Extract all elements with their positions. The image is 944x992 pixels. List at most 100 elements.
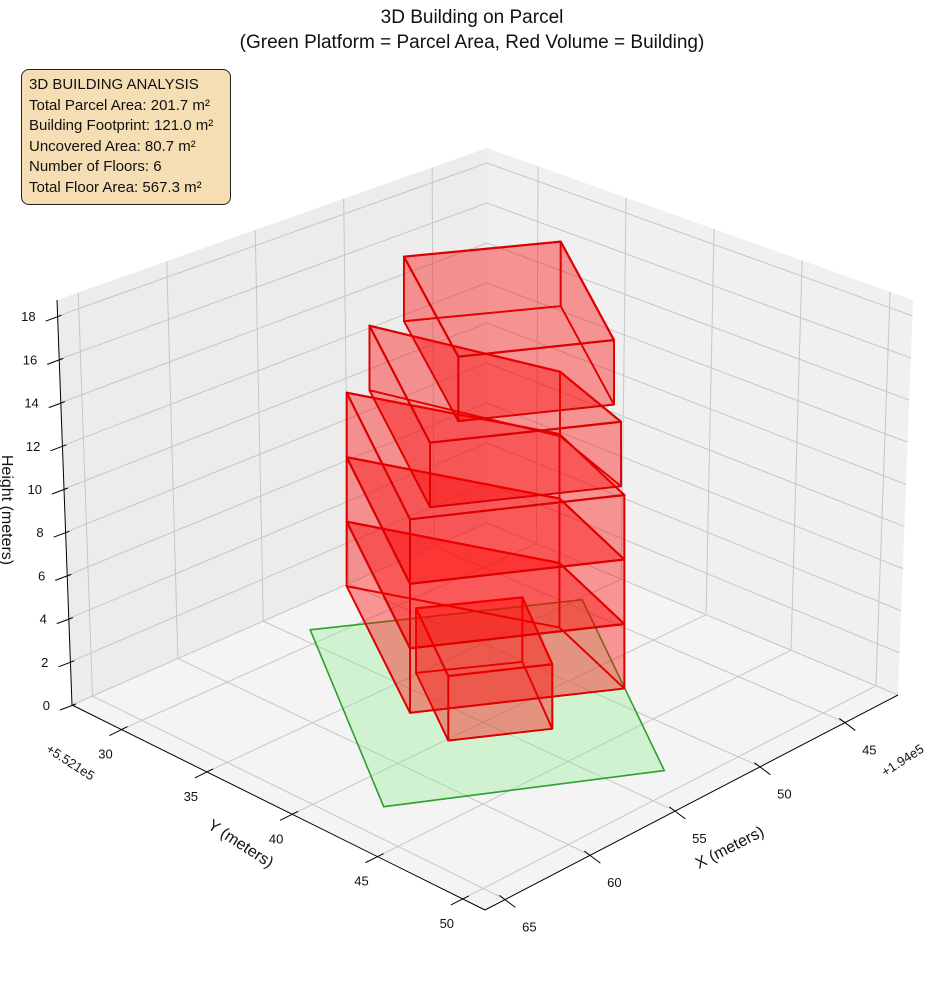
gridline-x-wall <box>254 229 264 622</box>
gridline-y-floor <box>121 543 537 731</box>
z-tick-label: 18 <box>21 309 35 324</box>
right-wall-pane <box>487 148 913 695</box>
gridline-x-wall <box>343 198 350 584</box>
building-floor-1 <box>414 596 554 742</box>
info-number-of-floors: Number of Floors: 6 <box>29 158 162 175</box>
z-tick-mark <box>55 573 72 581</box>
gridline-z-left-wall <box>59 202 488 360</box>
z-tick-label: 16 <box>23 352 37 367</box>
y-tick-label: 35 <box>184 789 198 804</box>
y-tick-mark <box>450 895 470 906</box>
z-tick-mark <box>50 444 67 452</box>
y-axis-offset-text: +5.521e5 <box>43 741 97 783</box>
y-axis-label: Y (meters) <box>205 817 277 872</box>
gridline-x-wall <box>166 261 179 659</box>
z-tick-mark <box>47 357 64 365</box>
gridline-z-right-wall <box>486 482 900 654</box>
x-axis-offset-text: +1.94e5 <box>879 741 927 779</box>
gridline-y-floor <box>206 578 622 773</box>
z-tick-label: 4 <box>40 612 47 627</box>
gridline-x-wall <box>431 167 435 547</box>
z-tick-mark <box>45 314 62 322</box>
y-axis-line <box>71 704 486 911</box>
z-tick-label: 6 <box>38 568 45 583</box>
gridline-z-right-wall <box>486 282 908 443</box>
gridline-y-wall <box>705 229 715 615</box>
x-tick-mark <box>584 850 601 864</box>
y-tick-label: 40 <box>269 831 283 846</box>
gridline-x-wall <box>77 292 93 697</box>
z-tick-label: 12 <box>26 439 40 454</box>
z-tick-mark <box>51 487 69 495</box>
gridline-y-floor <box>291 614 707 815</box>
gridline-z-left-wall <box>60 242 488 404</box>
x-tick-mark <box>669 806 686 820</box>
building-floor-2 <box>345 520 626 714</box>
y-tick-mark <box>365 853 384 864</box>
floor-top-face <box>345 391 626 521</box>
info-box-title: 3D BUILDING ANALYSIS <box>29 76 199 93</box>
y-tick-mark <box>194 768 214 779</box>
x-tick-label: 65 <box>522 919 536 934</box>
axis-lines <box>45 299 899 911</box>
x-axis-line <box>484 694 899 911</box>
axis-panes <box>57 148 913 910</box>
z-tick-mark <box>48 401 65 409</box>
gridline-z-left-wall <box>71 522 488 706</box>
y-tick-label: 30 <box>98 747 112 762</box>
gridline-x-floor <box>433 545 846 723</box>
gridline-z-left-wall <box>57 162 488 317</box>
floor-top-face <box>414 596 554 678</box>
gridline-x-floor <box>92 695 506 900</box>
floor-top-face <box>402 240 616 358</box>
gridline-y-floor <box>377 649 792 858</box>
gridline-y-wall <box>875 291 891 686</box>
gridline-z-right-wall <box>486 322 907 485</box>
gridline-z-left-wall <box>62 282 488 447</box>
gridline-z-right-wall <box>486 362 905 527</box>
floor-top-face <box>368 324 623 444</box>
z-axis-label: Height (meters) <box>0 455 15 565</box>
info-uncovered-area: Uncovered Area: 80.7 m² <box>29 137 196 155</box>
chart-marks <box>309 240 666 808</box>
gridline-z-right-wall <box>486 162 913 317</box>
gridline-z-right-wall <box>486 242 910 401</box>
chart-subtitle: (Green Platform = Parcel Area, Red Volum… <box>239 32 705 53</box>
floor-pane <box>72 523 898 910</box>
z-tick-label: 8 <box>36 525 43 540</box>
z-axis-line <box>56 299 73 706</box>
y-tick-mark <box>109 726 128 737</box>
x-tick-mark <box>499 894 516 908</box>
x-tick-label: 60 <box>607 875 621 890</box>
y-tick-label: 50 <box>440 916 454 931</box>
info-total-floor-area: Total Floor Area: 567.3 m² <box>29 178 202 196</box>
chart-title: 3D Building on Parcel <box>380 7 564 28</box>
gridline-y-wall <box>790 260 803 651</box>
x-tick-mark <box>839 718 856 731</box>
z-tick-mark <box>58 660 75 668</box>
gridline-y-wall <box>620 197 627 580</box>
z-tick-label: 14 <box>24 396 38 411</box>
gridline-x-floor <box>263 620 676 812</box>
info-total-parcel-area: Total Parcel Area: 201.7 m² <box>29 96 210 114</box>
gridline-y-floor <box>462 685 877 900</box>
x-tick-label: 55 <box>692 831 706 846</box>
gridline-z-left-wall <box>70 482 488 663</box>
z-tick-label: 10 <box>28 482 42 497</box>
gridline-z-left-wall <box>63 322 488 490</box>
gridline-y-wall <box>535 166 539 544</box>
building-floor-6 <box>402 240 616 423</box>
z-tick-label: 2 <box>41 655 48 670</box>
x-tick-mark <box>754 762 771 776</box>
gridlines <box>57 162 913 900</box>
gridline-x-floor <box>177 658 591 856</box>
gridline-z-left-wall <box>65 362 488 533</box>
gridline-z-left-wall <box>68 442 488 620</box>
tick-labels: 0 2 4 6 8 10 12 14 16 18 30 35 40 45 50 45 50 55 60 65 <box>21 309 876 934</box>
gridline-z-left-wall <box>67 402 488 576</box>
x-tick-label: 50 <box>777 787 791 802</box>
gridline-z-right-wall <box>486 522 899 696</box>
gridline-z-right-wall <box>486 442 902 612</box>
z-tick-mark <box>59 703 77 711</box>
